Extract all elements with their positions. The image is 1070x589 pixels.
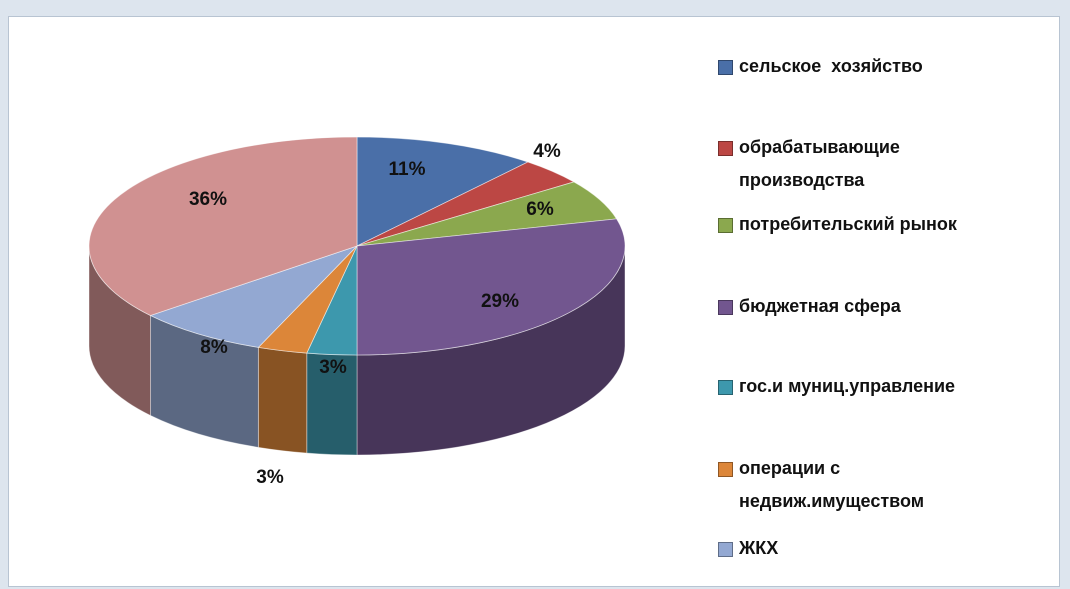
legend-label: потребительский рынок: [739, 214, 957, 234]
legend-item: ЖКХ: [718, 538, 1029, 565]
data-label: 3%: [256, 467, 284, 488]
legend-label: сельское хозяйство: [739, 56, 923, 76]
legend-item: обрабатывающие производства: [718, 137, 1029, 197]
slice: [356, 136, 529, 247]
legend-swatch: [718, 218, 733, 233]
legend-swatch: [718, 60, 733, 75]
legend-swatch: [718, 462, 733, 477]
legend-item: потребительский рынок: [718, 214, 1029, 241]
slice: [356, 218, 626, 356]
legend-label: гос.и муниц.управление: [739, 376, 956, 396]
legend-swatch: [718, 380, 733, 395]
legend-label: бюджетная сфера: [739, 296, 901, 316]
legend-swatch: [718, 141, 733, 156]
data-label: 6%: [526, 199, 554, 220]
data-label: 8%: [200, 337, 228, 358]
data-label: 3%: [319, 357, 347, 378]
legend-label: обрабатывающие производства: [739, 137, 905, 190]
slice: [149, 245, 358, 348]
slice: [88, 136, 358, 316]
legend-item: операции с недвиж.имуществом: [718, 458, 1029, 518]
legend-item: бюджетная сфера: [718, 296, 1029, 323]
data-label: 4%: [533, 141, 561, 162]
legend-label: ЖКХ: [739, 538, 779, 558]
data-label: 11%: [389, 159, 426, 180]
data-label: 29%: [481, 291, 519, 312]
legend-swatch: [718, 542, 733, 557]
legend-swatch: [718, 300, 733, 315]
legend-item: сельское хозяйство: [718, 56, 1029, 83]
legend-label: операции с недвиж.имуществом: [739, 458, 925, 511]
slice-side: [257, 346, 308, 454]
legend-item: гос.и муниц.управление: [718, 376, 1029, 403]
data-label: 36%: [189, 189, 227, 210]
